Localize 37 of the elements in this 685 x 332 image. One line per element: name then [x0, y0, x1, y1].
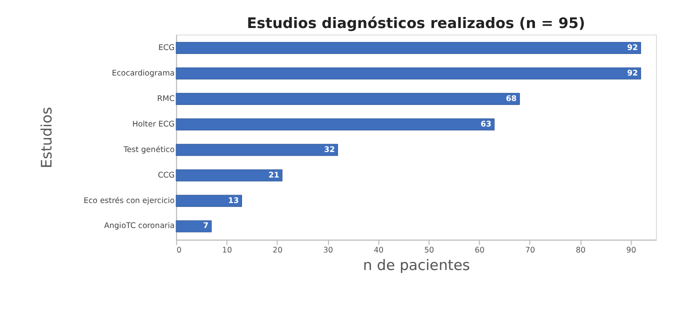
x-tick-label: 70	[525, 246, 536, 255]
y-tick-label: Test genético	[122, 144, 175, 154]
y-tick-label: RMC	[157, 94, 175, 103]
y-tick-label: Eco estrés con ejercicio	[84, 196, 175, 205]
chart-title: Estudios diagnósticos realizados (n = 95)	[246, 16, 586, 32]
x-tick-label: 40	[374, 246, 384, 255]
bar	[176, 42, 642, 54]
y-tick-label: Holter ECG	[132, 119, 175, 128]
x-tick-label: 0	[176, 246, 182, 255]
y-axis-title: Estudios	[40, 106, 56, 168]
data-label: 32	[324, 144, 335, 154]
x-tick-label: 80	[576, 246, 586, 255]
bar	[176, 194, 242, 207]
y-tick-label: CCG	[158, 170, 175, 180]
data-label: 92	[627, 42, 638, 52]
x-tick-label: 30	[323, 246, 334, 255]
bar	[176, 92, 520, 105]
bar	[176, 118, 495, 130]
x-tick-label: 90	[626, 246, 636, 255]
x-tick-label: 20	[272, 246, 283, 255]
x-tick-label: 60	[474, 246, 485, 255]
bar	[176, 144, 338, 156]
x-tick-label: 10	[222, 246, 232, 255]
bar	[176, 169, 282, 182]
data-label: 92	[627, 68, 638, 78]
y-tick-label: ECG	[158, 42, 175, 52]
x-tick-label: 50	[424, 246, 434, 255]
data-label: 68	[506, 94, 517, 103]
bar	[176, 220, 212, 232]
data-label: 63	[480, 119, 492, 128]
data-label: 13	[228, 196, 239, 205]
data-label: 21	[268, 170, 280, 180]
data-label: 7	[203, 221, 209, 230]
y-tick-label: AngioTC coronaria	[104, 221, 175, 230]
bar	[176, 67, 642, 80]
x-axis-title: n de pacientes	[363, 258, 470, 274]
y-tick-label: Ecocardiograma	[112, 68, 175, 78]
